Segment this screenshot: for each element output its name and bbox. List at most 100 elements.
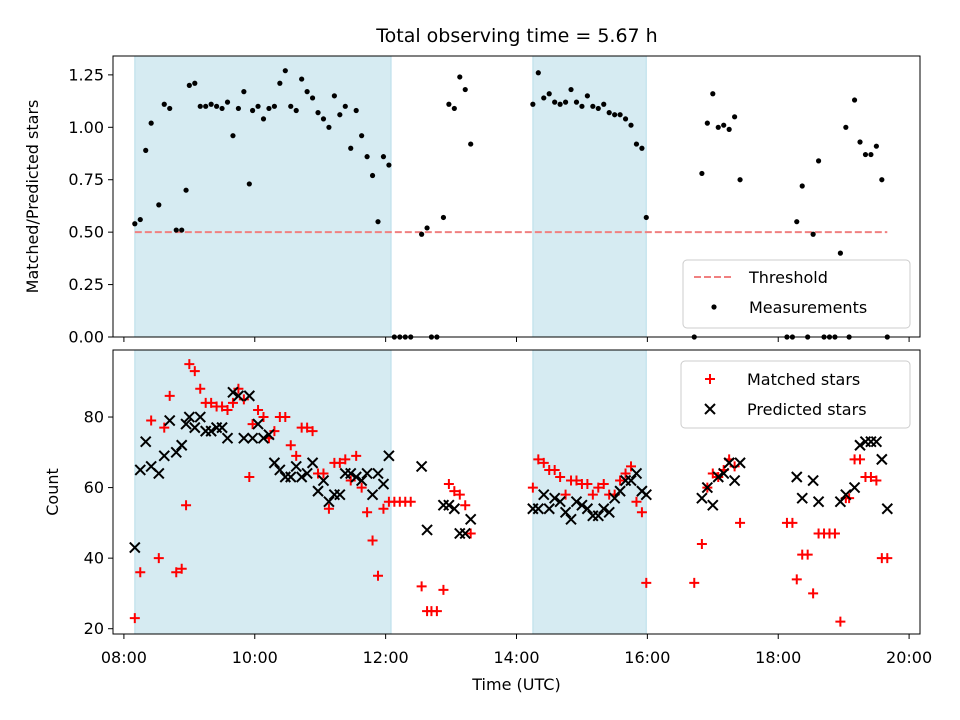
top-shaded-interval-1 (532, 55, 647, 338)
measurement-point (337, 112, 343, 118)
measurement-point (214, 103, 220, 109)
predicted-star-point (630, 467, 643, 480)
predicted-star-point (696, 492, 708, 504)
legend-predicted-swatch (704, 403, 716, 415)
bottom-shaded-interval-1 (532, 349, 647, 635)
measurement-point (699, 170, 705, 177)
matched-star-point (184, 359, 195, 370)
predicted-star-point (180, 418, 192, 430)
matched-star-point (443, 479, 454, 490)
measurement-point (462, 86, 468, 93)
matched-star-point (791, 574, 802, 585)
measurement-point (552, 99, 558, 105)
measurement-point (167, 105, 173, 112)
legend-measurements-label: Measurements (749, 298, 867, 317)
matched-star-point (247, 419, 258, 430)
legend-matched-swatch (705, 374, 715, 384)
top-y-axis-label: Matched/Predicted stars (23, 100, 42, 294)
predicted-star-point (881, 503, 893, 515)
predicted-star-point (312, 485, 324, 497)
bottom-x-tick-label: 16:00 (624, 648, 670, 667)
bottom-x-tick-label: 14:00 (493, 648, 539, 667)
measurement-point (710, 91, 716, 97)
matched-star-point (835, 616, 846, 627)
predicted-star-point (170, 446, 182, 459)
matched-star-point (829, 528, 840, 539)
measurement-point (601, 101, 607, 107)
top-legend: Threshold Measurements (682, 259, 911, 329)
measurement-point (815, 158, 822, 164)
matched-star-point (302, 422, 313, 433)
measurement-point (241, 89, 247, 95)
matched-star-point (195, 383, 206, 394)
predicted-star-point (334, 488, 346, 501)
matched-star-point (340, 454, 351, 465)
matched-star-point (373, 570, 384, 581)
measurement-point (457, 74, 463, 80)
predicted-star-point (723, 457, 735, 469)
measurement-point (799, 183, 805, 189)
matched-star-point (555, 472, 566, 483)
bottom-shaded-interval-0 (134, 349, 392, 635)
predicted-star-point (252, 418, 264, 430)
predicted-star-point (796, 492, 808, 504)
bottom-legend-box (680, 360, 911, 429)
predicted-star-point (194, 411, 206, 423)
legend-threshold-label: Threshold (748, 268, 828, 287)
measurement-point (557, 101, 563, 107)
top-shading (134, 55, 647, 338)
matched-star-point (538, 457, 549, 468)
predicted-star-point (285, 471, 297, 483)
predicted-star-point (701, 481, 714, 494)
matched-star-point (356, 482, 367, 493)
matched-star-point (362, 507, 373, 518)
measurement-point (721, 122, 727, 128)
measurement-point (468, 141, 474, 147)
predicted-star-point (238, 432, 250, 444)
top-y-tick-label: 0.00 (68, 328, 104, 347)
matched-star-point (620, 468, 631, 479)
matched-star-point (378, 503, 389, 514)
predicted-star-point (543, 503, 555, 515)
measurement-point (535, 70, 541, 76)
predicted-star-point (554, 495, 566, 508)
predicted-star-point (598, 503, 610, 515)
predicted-star-point (559, 506, 572, 518)
matched-star-point (533, 454, 544, 465)
measurement-point (732, 114, 738, 120)
matched-star-point (802, 549, 813, 560)
top-panel: 0.00 0.25 0.50 0.75 1.00 1.25 Matched/Predict… (23, 55, 921, 347)
top-y-tick-label: 0.75 (68, 170, 104, 189)
bottom-y-tick-label: 60 (84, 478, 104, 497)
predicted-star-point (158, 450, 170, 462)
bottom-legend: Matched stars Predicted stars (680, 360, 911, 429)
matched-stars-points (129, 359, 893, 627)
measurement-point (590, 103, 596, 109)
measurement-point (794, 219, 800, 225)
measurement-point (255, 103, 261, 109)
measurement-point (873, 143, 879, 149)
top-x-ticks (123, 337, 910, 342)
measurement-point (353, 107, 359, 114)
predicted-star-point (263, 428, 275, 441)
measurement-point (530, 101, 536, 107)
bottom-panel: 20 40 60 80 08:00 10:00 12:00 14:00 16:00 18:00 2… (43, 349, 932, 694)
predicted-star-point (301, 467, 313, 480)
predicted-star-point (227, 386, 239, 399)
measurement-point (843, 124, 849, 130)
predicted-star-point (372, 467, 384, 480)
matched-star-point (351, 450, 362, 461)
matched-star-point (431, 606, 442, 617)
predicted-star-point (164, 414, 176, 427)
measurement-point (320, 116, 327, 122)
measurement-point (862, 151, 869, 158)
matched-star-point (258, 412, 269, 423)
measurement-point (440, 214, 447, 221)
measurement-point (643, 214, 649, 221)
chart-title: Total observing time = 5.67 h (375, 25, 657, 47)
matched-star-point (367, 535, 378, 546)
predicted-star-point (246, 432, 259, 444)
measurement-point (148, 120, 154, 126)
x-axis-label: Time (UTC) (471, 675, 560, 694)
measurement-point (612, 112, 618, 118)
